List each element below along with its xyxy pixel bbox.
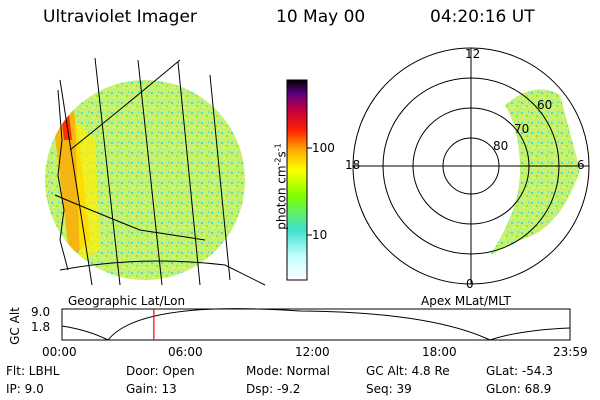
altitude-ytick-max: 9.0 [31, 305, 51, 319]
geo-image-panel [45, 57, 266, 286]
auroral-oval-geo [50, 83, 100, 260]
auroral-oval-polar [490, 89, 580, 255]
status-glon: GLon: 68.9 [486, 382, 552, 396]
status-gain: Gain: 13 [126, 382, 177, 396]
altitude-ytick-min: 1.8 [31, 320, 51, 334]
mlt-label-0: 0 [466, 277, 474, 291]
status-flt: Flt: LBHL [6, 364, 60, 378]
colorbar-unit-label: photon cm-2s-1 [273, 143, 289, 230]
status-dsp: Dsp: -9.2 [246, 382, 301, 396]
lat-label-70: 70 [514, 122, 530, 136]
instrument-title: Ultraviolet Imager [43, 7, 197, 27]
altitude-plot [61, 308, 571, 341]
mlt-label-18: 18 [345, 158, 361, 172]
polar-panel-label: Apex MLat/MLT [421, 294, 511, 308]
status-seq: Seq: 39 [366, 382, 412, 396]
time-label: 04:20:16 UT [430, 7, 535, 27]
altitude-plot-frame [61, 308, 571, 341]
geo-panel-label: Geographic Lat/Lon [68, 294, 186, 308]
colorbar [286, 79, 312, 281]
status-gc-alt: GC Alt: 4.8 Re [366, 364, 450, 378]
status-mode: Mode: Normal [246, 364, 330, 378]
date-label: 10 May 00 [276, 7, 366, 27]
x-tick-1200: 12:00 [295, 345, 330, 359]
x-tick-2359: 23:59 [553, 345, 588, 359]
colorbar-tick-100: 100 [312, 141, 335, 155]
status-ip: IP: 9.0 [6, 382, 44, 396]
colorbar-tick-10: 10 [312, 228, 328, 242]
x-tick-0000: 00:00 [42, 345, 77, 359]
polar-panel [352, 47, 590, 285]
x-tick-1800: 18:00 [422, 345, 457, 359]
status-door: Door: Open [126, 364, 195, 378]
mlt-label-12: 12 [465, 47, 481, 61]
mlt-label-6: 6 [577, 158, 585, 172]
altitude-ylabel: GC Alt [8, 307, 22, 345]
altitude-curve [61, 308, 571, 341]
x-tick-0600: 06:00 [168, 345, 203, 359]
status-glat: GLat: -54.3 [486, 364, 553, 378]
lat-label-80: 80 [493, 139, 509, 153]
geo-grid-lines [54, 57, 266, 286]
lat-label-60: 60 [537, 98, 553, 112]
